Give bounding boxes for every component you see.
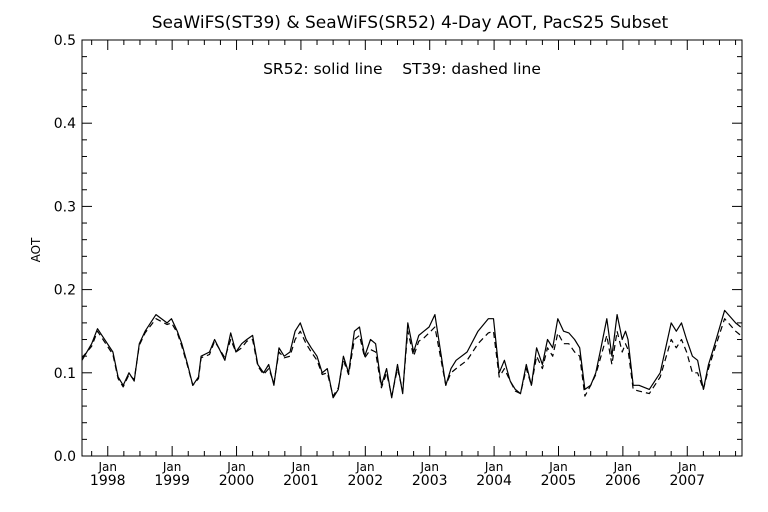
x-tick-month: Jan	[677, 460, 697, 474]
plot-frame	[81, 39, 743, 457]
x-tick-month: Jan	[613, 460, 633, 474]
x-tick-month: Jan	[98, 460, 118, 474]
x-tick-year: 1998	[90, 473, 126, 489]
chart-title: SeaWiFS(ST39) & SeaWiFS(SR52) 4-Day AOT,…	[152, 13, 669, 33]
y-axis-label: AOT	[29, 237, 43, 262]
x-tick-month: Jan	[355, 460, 375, 474]
x-tick-year: 2000	[219, 473, 255, 489]
x-tick-year: 2005	[541, 473, 577, 489]
x-tick-year: 2001	[283, 473, 319, 489]
y-tick-label: 0.0	[54, 449, 76, 465]
y-tick-label: 0.4	[54, 116, 76, 132]
y-tick-label: 0.5	[54, 33, 76, 49]
x-tick-month: Jan	[162, 460, 182, 474]
x-tick-year: 2004	[476, 473, 512, 489]
x-tick-month: Jan	[484, 460, 504, 474]
series-line-st39	[81, 318, 742, 397]
y-tick-label: 0.2	[54, 283, 76, 299]
x-tick-year: 2002	[347, 473, 383, 489]
x-tick-month: Jan	[226, 460, 246, 474]
series-legend-note: SR52: solid line ST39: dashed line	[263, 60, 541, 78]
x-tick-month: Jan	[419, 460, 439, 474]
x-tick-month: Jan	[291, 460, 311, 474]
x-tick-year: 2003	[412, 473, 448, 489]
x-tick-month: Jan	[548, 460, 568, 474]
x-tick-year: 2007	[669, 473, 705, 489]
series-line-sr52	[81, 309, 742, 399]
y-tick-label: 0.3	[54, 199, 76, 215]
x-tick-year: 2006	[605, 473, 641, 489]
y-tick-label: 0.1	[54, 366, 76, 382]
x-tick-year: 1999	[154, 473, 190, 489]
